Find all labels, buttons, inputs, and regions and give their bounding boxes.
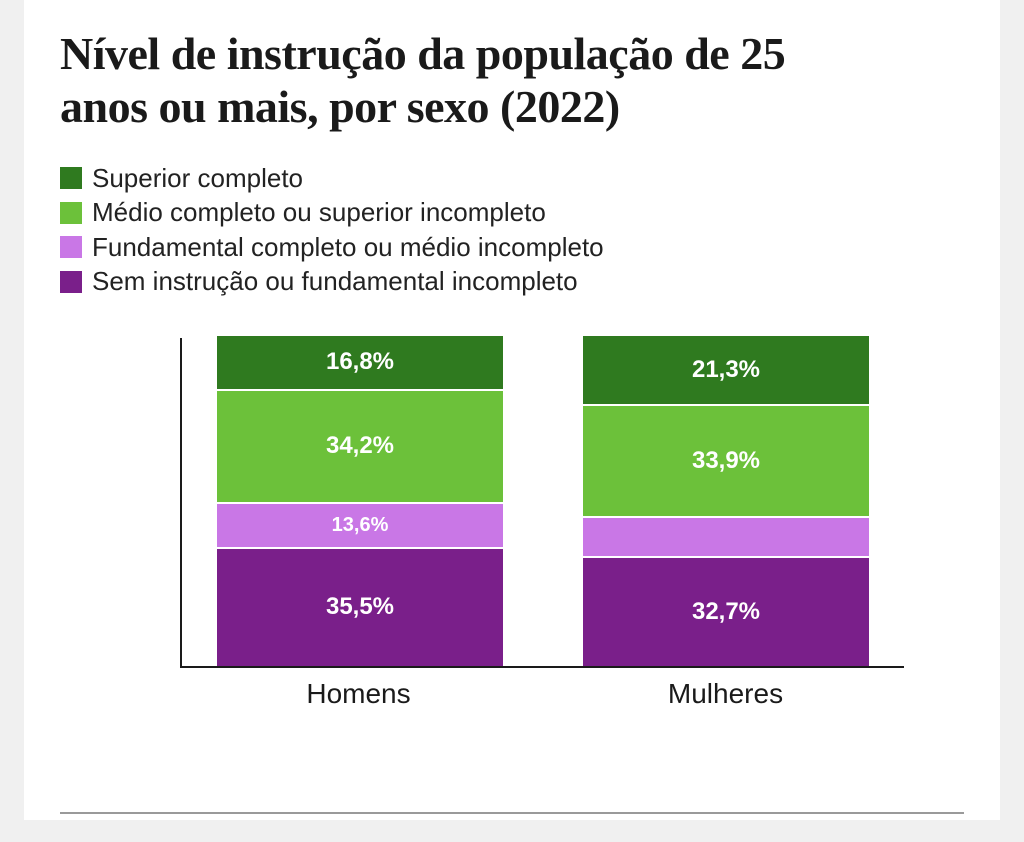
legend-label-medio: Médio completo ou superior incompleto xyxy=(92,196,546,229)
legend-item-superior: Superior completo xyxy=(60,162,964,195)
seg-homens-medio: 34,2% xyxy=(217,391,503,504)
legend-label-sem-instrucao: Sem instrução ou fundamental incompleto xyxy=(92,265,578,298)
chart-plot-area: 16,8% 34,2% 13,6% 35,5% 21,3% 33,9% 32,7… xyxy=(180,338,904,668)
seg-homens-sem-instrucao: 35,5% xyxy=(217,549,503,666)
chart: 16,8% 34,2% 13,6% 35,5% 21,3% 33,9% 32,7… xyxy=(60,338,964,718)
legend-swatch-sem-instrucao xyxy=(60,271,82,293)
legend-label-superior: Superior completo xyxy=(92,162,303,195)
chart-card: Nível de instrução da população de 25 an… xyxy=(24,0,1000,820)
seg-mulheres-sem-instrucao: 32,7% xyxy=(583,558,869,666)
legend-swatch-fundamental xyxy=(60,236,82,258)
seg-homens-fundamental: 13,6% xyxy=(217,504,503,549)
legend-item-medio: Médio completo ou superior incompleto xyxy=(60,196,964,229)
chart-title: Nível de instrução da população de 25 an… xyxy=(60,28,880,134)
seg-mulheres-superior: 21,3% xyxy=(583,336,869,406)
legend-item-sem-instrucao: Sem instrução ou fundamental incompleto xyxy=(60,265,964,298)
legend-item-fundamental: Fundamental completo ou médio incompleto xyxy=(60,231,964,264)
legend-swatch-medio xyxy=(60,202,82,224)
x-label-mulheres: Mulheres xyxy=(582,668,869,710)
x-label-homens: Homens xyxy=(215,668,502,710)
seg-mulheres-medio: 33,9% xyxy=(583,406,869,518)
legend-swatch-superior xyxy=(60,167,82,189)
legend-label-fundamental: Fundamental completo ou médio incompleto xyxy=(92,231,604,264)
seg-homens-superior: 16,8% xyxy=(217,336,503,391)
seg-mulheres-fundamental xyxy=(583,518,869,558)
legend: Superior completo Médio completo ou supe… xyxy=(60,162,964,298)
x-axis-labels: Homens Mulheres xyxy=(180,668,904,710)
bar-mulheres: 21,3% 33,9% 32,7% xyxy=(583,336,869,666)
footer-rule xyxy=(60,812,964,814)
bar-homens: 16,8% 34,2% 13,6% 35,5% xyxy=(217,336,503,666)
page: Nível de instrução da população de 25 an… xyxy=(0,0,1024,842)
